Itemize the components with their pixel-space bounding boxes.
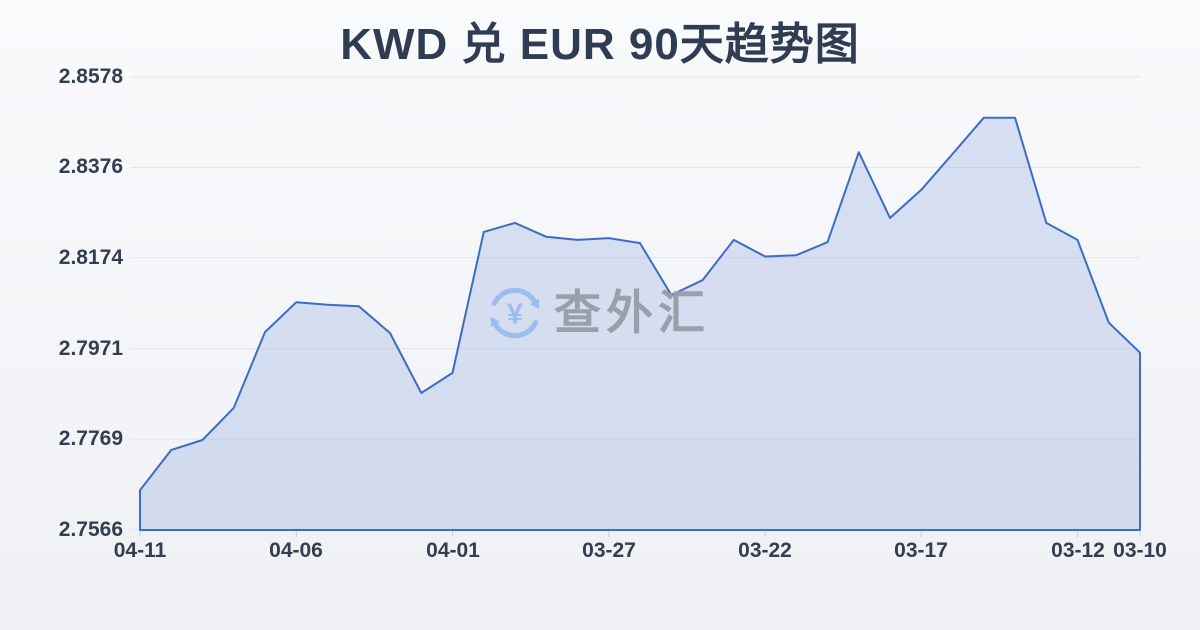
y-axis-label: 2.8578	[58, 65, 123, 88]
page-title: KWD 兑 EUR 90天趋势图	[340, 20, 860, 69]
x-axis-label: 03-17	[894, 539, 948, 562]
x-axis-label: 03-10	[1113, 539, 1167, 562]
trend-area-series	[139, 116, 1141, 531]
x-axis-label: 04-06	[269, 539, 323, 562]
y-axis-label: 2.7769	[58, 427, 123, 450]
x-axis-label: 03-22	[738, 539, 792, 562]
y-axis-label: 2.7566	[58, 518, 123, 541]
x-axis-label: 03-12	[1051, 539, 1105, 562]
currency-exchange-icon: ¥	[490, 287, 540, 339]
y-axis-label: 2.7971	[58, 337, 123, 360]
yen-symbol: ¥	[507, 298, 523, 330]
y-axis-label: 2.8174	[58, 246, 123, 269]
x-axis-label: 03-27	[582, 539, 636, 562]
watermark-text: 查外汇	[554, 286, 710, 339]
watermark: ¥ 查外汇	[486, 284, 710, 342]
x-axis-label: 04-11	[113, 539, 167, 562]
x-axis-label: 04-01	[426, 539, 480, 562]
y-axis-label: 2.8376	[58, 155, 123, 178]
